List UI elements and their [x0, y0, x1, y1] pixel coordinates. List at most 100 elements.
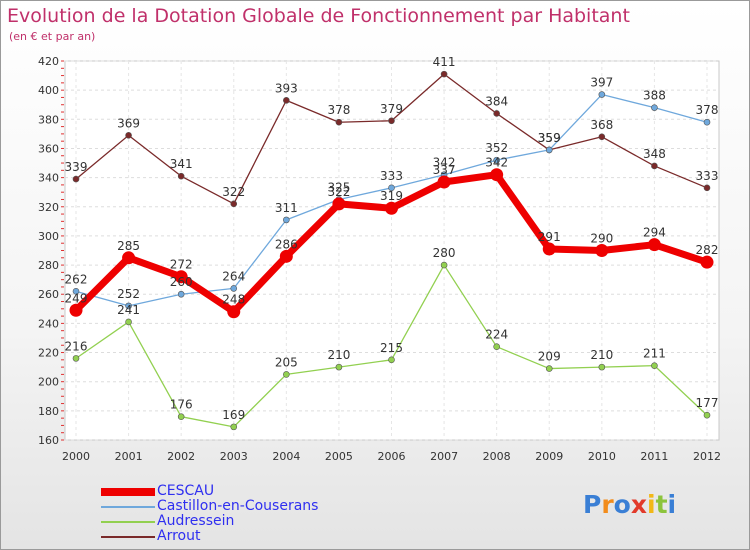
logo-letter: o [613, 490, 631, 519]
logo-letter: i [667, 490, 677, 519]
x-tick-label: 2002 [167, 450, 195, 463]
data-label-audressein: 210 [327, 348, 350, 362]
data-label-audressein: 177 [696, 396, 719, 410]
data-label-audressein: 205 [275, 355, 298, 369]
logo-letter: i [647, 490, 656, 519]
data-point-castillon-en-couserans [230, 285, 238, 292]
data-label-castillon-en-couserans: 388 [643, 89, 666, 103]
data-point-castillon-en-couserans [177, 290, 185, 298]
data-label-arrout: 379 [380, 102, 403, 116]
data-point-cescau [595, 244, 609, 257]
legend-label: Audressein [157, 513, 235, 529]
data-label-castillon-en-couserans: 359 [538, 131, 561, 145]
logo-letter: r [601, 490, 614, 519]
data-point-castillon-en-couserans [125, 302, 132, 310]
data-point-cescau [700, 255, 714, 269]
data-label-castillon-en-couserans: 342 [433, 156, 456, 170]
data-label-arrout: 393 [275, 81, 298, 95]
data-point-audressein [651, 362, 658, 369]
data-point-arrout [230, 200, 238, 208]
data-label-cescau: 249 [65, 291, 88, 305]
y-tick-label: 220 [38, 347, 59, 360]
data-point-arrout [651, 162, 658, 170]
data-label-castillon-en-couserans: 378 [696, 103, 719, 117]
y-tick-label: 300 [38, 230, 59, 243]
data-point-arrout [440, 70, 448, 78]
data-point-cescau [542, 242, 556, 256]
proxiti-logo: Proxiti [583, 490, 676, 519]
data-point-audressein [283, 371, 290, 378]
data-label-arrout: 339 [65, 160, 88, 174]
data-label-arrout: 369 [117, 116, 140, 130]
data-point-arrout [703, 184, 711, 192]
data-label-arrout: 359 [538, 131, 561, 145]
data-label-arrout: 341 [170, 157, 193, 171]
data-label-audressein: 280 [433, 246, 456, 260]
logo-letter: P [583, 490, 602, 519]
x-tick-label: 2007 [430, 450, 458, 463]
data-label-cescau: 291 [538, 230, 561, 244]
data-point-castillon-en-couserans [651, 104, 658, 111]
legend-label: Arrout [157, 528, 201, 544]
data-point-audressein [598, 363, 606, 371]
data-label-cescau: 285 [117, 239, 140, 253]
data-label-castillon-en-couserans: 260 [170, 275, 193, 289]
x-tick-label: 2008 [483, 450, 511, 463]
data-label-cescau: 290 [590, 232, 613, 246]
data-point-cescau [332, 197, 346, 211]
data-label-castillon-en-couserans: 325 [327, 180, 350, 194]
data-label-castillon-en-couserans: 352 [485, 141, 508, 155]
data-point-castillon-en-couserans [283, 216, 290, 224]
y-tick-label: 180 [38, 405, 59, 418]
y-tick-label: 160 [38, 434, 59, 447]
logo-letter: x [630, 490, 647, 519]
data-point-arrout [283, 97, 290, 104]
legend-label: CESCAU [157, 483, 215, 499]
data-label-audressein: 241 [117, 303, 140, 317]
legend-swatch [101, 488, 155, 496]
data-label-arrout: 378 [327, 103, 350, 117]
line-chart: 160 180 200 220 240 260 280 300 320 340 360 380 400 4… [38, 55, 721, 463]
logo-letter: t [655, 490, 668, 519]
data-point-arrout [177, 172, 185, 180]
y-tick-label: 260 [38, 288, 59, 301]
y-tick-label: 360 [38, 142, 59, 155]
data-point-cescau [437, 175, 451, 189]
data-label-layer: 339 369 341 322 393 378 379 411 384 359 368 348 333 2… [65, 55, 719, 422]
data-label-arrout: 384 [485, 94, 508, 108]
data-label-arrout: 411 [433, 55, 456, 69]
data-point-castillon-en-couserans [598, 91, 606, 98]
data-label-audressein: 169 [222, 408, 245, 422]
data-point-cescau [279, 249, 293, 263]
data-point-castillon-en-couserans [545, 146, 553, 154]
data-label-arrout: 368 [590, 118, 613, 132]
data-label-cescau: 286 [275, 237, 298, 251]
x-tick-label: 2004 [272, 450, 300, 463]
data-label-audressein: 176 [170, 398, 193, 412]
data-point-cescau [490, 168, 504, 182]
data-point-audressein [335, 363, 343, 371]
data-label-cescau: 322 [327, 185, 350, 199]
chart-title: Evolution de la Dotation Globale de Fonc… [7, 5, 630, 27]
x-tick-label: 2010 [588, 450, 616, 463]
x-tick-label: 2000 [62, 450, 90, 463]
data-point-audressein [493, 343, 500, 351]
data-label-audressein: 216 [65, 339, 88, 353]
data-label-castillon-en-couserans: 264 [222, 269, 245, 283]
data-point-audressein [72, 355, 80, 362]
data-label-cescau: 282 [696, 243, 719, 257]
legend-label: Castillon-en-Couserans [157, 498, 319, 514]
data-label-audressein: 209 [538, 350, 561, 364]
data-point-cescau [647, 238, 661, 252]
data-point-audressein [230, 423, 238, 431]
y-tick-label: 200 [38, 376, 59, 389]
data-point-castillon-en-couserans [72, 288, 80, 295]
legend-swatch [101, 536, 155, 538]
data-label-cescau: 337 [433, 163, 456, 177]
x-tick-label: 2011 [640, 450, 668, 463]
data-point-arrout [335, 118, 343, 126]
y-tick-label: 400 [38, 84, 59, 97]
data-point-arrout [598, 133, 606, 141]
series-layer [69, 70, 714, 431]
